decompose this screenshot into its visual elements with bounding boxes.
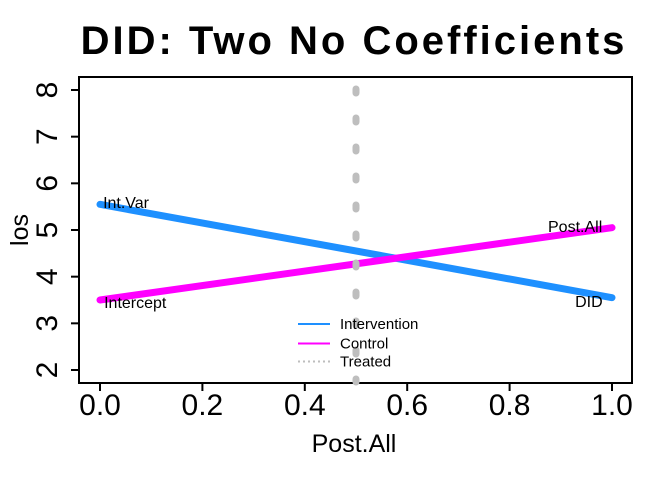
series-layer: [96, 200, 616, 304]
x-tick-label: 0.2: [182, 389, 224, 422]
x-tick-label: 0.6: [386, 389, 428, 422]
annotation-int-var: Int.Var: [103, 195, 150, 212]
y-tick-label: 4: [31, 268, 64, 285]
x-tick-label: 1.0: [591, 389, 633, 422]
y-tick-label: 3: [31, 315, 64, 332]
y-tick-label: 5: [31, 222, 64, 239]
annotation-post-all: Post.All: [548, 219, 602, 236]
annotation-intercept: Intercept: [104, 295, 167, 312]
y-tick-label: 7: [31, 128, 64, 145]
x-axis-title: Post.All: [312, 430, 397, 458]
y-tick-label: 2: [31, 362, 64, 379]
annotation-did: DID: [575, 294, 603, 311]
legend: Intervention Control Treated: [298, 316, 418, 371]
legend-label-intervention: Intervention: [340, 316, 418, 333]
annotations-layer: Int.Var Intercept Post.All DID: [103, 195, 603, 312]
x-tick-label: 0.4: [284, 389, 326, 422]
series-line-intervention: [96, 200, 616, 302]
y-axis-title: los: [6, 214, 34, 246]
y-tick-label: 8: [31, 82, 64, 99]
legend-label-control: Control: [340, 336, 388, 353]
x-tick-label: 0.0: [79, 389, 121, 422]
y-tick-label: 6: [31, 175, 64, 192]
x-tick-label: 0.8: [489, 389, 531, 422]
chart-title: DID: Two No Coefficients: [81, 19, 628, 63]
legend-label-treated: Treated: [340, 354, 391, 371]
